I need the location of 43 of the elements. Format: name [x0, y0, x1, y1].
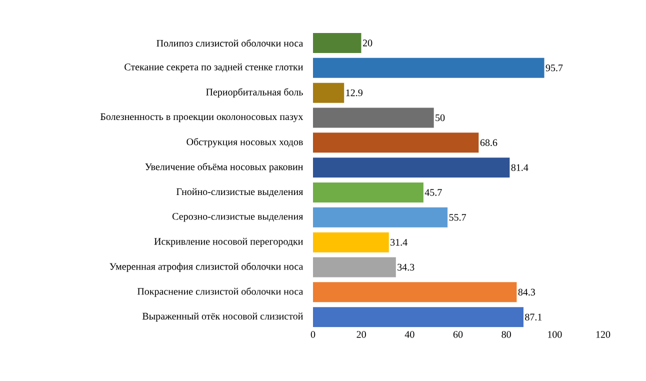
x-tick-label: 80 — [502, 331, 511, 338]
x-tick-label: 100 — [548, 331, 562, 338]
y-tick-label: Выраженный отёк носовой слизистой — [142, 312, 303, 322]
x-tick-label: 60 — [453, 331, 463, 338]
bar — [313, 158, 510, 178]
bar — [313, 182, 424, 202]
data-label: 31.4 — [390, 238, 408, 246]
y-tick-label: Покраснение слизистой оболочки носа — [137, 288, 304, 297]
bar — [313, 282, 517, 302]
bar — [313, 82, 344, 103]
data-label: 12.9 — [346, 89, 362, 96]
bar — [313, 33, 362, 53]
data-label: 68.6 — [480, 139, 498, 146]
y-tick-label: Стекание секрета по задней стенке глотки — [124, 63, 303, 72]
y-tick-label: Серозно-слизистые выделения — [172, 213, 304, 222]
bar — [313, 58, 544, 78]
x-tick-label: 0 — [310, 331, 316, 338]
y-tick-label: Увеличение объёма носовых раковин — [145, 162, 303, 172]
bar — [313, 207, 448, 228]
bar — [313, 108, 434, 128]
bar — [313, 132, 479, 153]
data-label: 20 — [362, 40, 372, 46]
y-tick-label: Болезненность в проекции околоносовых пазух — [100, 113, 304, 122]
data-label: 55.7 — [449, 214, 466, 221]
data-label: 45.7 — [424, 189, 442, 196]
data-label: 81.4 — [511, 164, 528, 171]
data-label: 50 — [436, 114, 445, 122]
y-tick-label: Обструкция носовых ходов — [186, 138, 303, 148]
data-label: 95.7 — [546, 64, 563, 72]
data-label: 87.1 — [525, 314, 542, 320]
y-tick-label: Умеренная атрофия слизистой оболочки носа — [110, 262, 304, 272]
y-tick-label: Искривление носовой перегородки — [154, 238, 303, 247]
bar — [313, 307, 524, 328]
bar — [313, 257, 396, 278]
y-tick-label: Гнойно-слизистые выделения — [176, 188, 304, 197]
x-tick-label: 40 — [404, 331, 414, 338]
y-tick-label: Полипоз слизистой оболочки носа — [156, 39, 304, 47]
y-tick-label: Периорбитальная боль — [206, 88, 303, 98]
x-tick-label: 120 — [596, 331, 610, 338]
data-label: 34.3 — [398, 264, 414, 271]
bar — [313, 232, 389, 252]
data-label: 84.3 — [518, 288, 536, 296]
x-tick-label: 20 — [356, 331, 366, 338]
